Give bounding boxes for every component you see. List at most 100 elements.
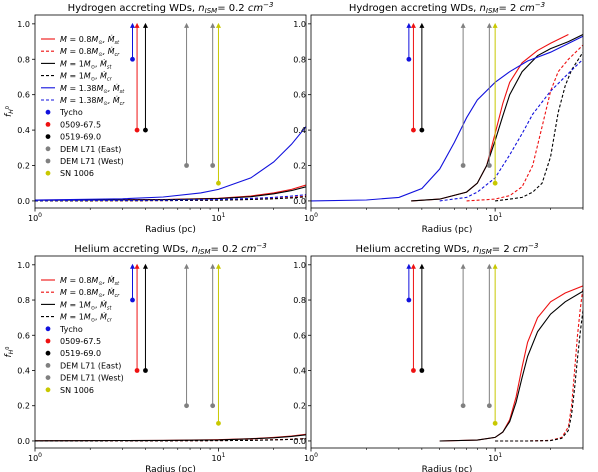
y-tick-label: 1.0 — [293, 20, 306, 29]
legend-label: M = 1.38M⊙, Ṁcr — [60, 95, 125, 107]
y-tick-label: 0.4 — [293, 126, 306, 135]
observation-point — [419, 127, 425, 133]
observation-point — [134, 368, 140, 373]
x-tick-label: 101 — [211, 452, 225, 463]
x-tick-label: 101 — [488, 452, 502, 463]
x-tick-label: 100 — [304, 212, 318, 223]
plot-area — [35, 22, 306, 202]
legend-marker — [45, 109, 51, 115]
x-axis-label: Radius (pc) — [422, 465, 473, 472]
series-line — [439, 58, 583, 202]
y-tick-label: 0.2 — [293, 402, 306, 411]
arrow-head — [134, 263, 140, 269]
arrow-head — [130, 22, 136, 28]
legend-label: Tycho — [59, 108, 83, 117]
y-tick-label: 0.4 — [17, 366, 30, 375]
legend-marker — [45, 350, 51, 356]
observation-point — [216, 180, 221, 186]
plot-area — [406, 263, 583, 442]
plot-frame — [310, 14, 584, 209]
observation-point — [419, 368, 425, 373]
arrow-head — [184, 22, 190, 28]
legend-marker — [45, 134, 51, 140]
arrow-head — [142, 22, 148, 28]
y-tick-label: 0.6 — [17, 331, 30, 340]
chart-title: Helium accreting WDs, nISM= 2 cm−3 — [356, 242, 539, 256]
observation-point — [184, 403, 189, 409]
x-axis-label: Radius (pc) — [145, 225, 196, 235]
series-line — [311, 35, 583, 202]
legend-label: M = 0.8M⊙, Ṁst — [60, 34, 120, 46]
plot-area — [311, 22, 583, 202]
y-tick-label: 0.8 — [293, 296, 306, 305]
observation-point — [130, 297, 135, 303]
y-tick-label: 0.6 — [293, 91, 306, 100]
chart-panel: Helium accreting WDs, nISM= 2 cm−3 0.0 0.2… — [293, 242, 584, 472]
series-line — [35, 434, 306, 442]
y-axis-label: fH0 — [4, 106, 15, 117]
legend-label: 0509-67.5 — [60, 337, 101, 346]
arrow-head — [492, 263, 498, 269]
y-tick-label: 0.2 — [293, 162, 306, 171]
legend-label: M = 1M⊙, Ṁcr — [60, 312, 113, 324]
y-tick-label: 0.8 — [17, 296, 30, 305]
arrow-head — [492, 22, 498, 28]
legend-label: M = 1.38M⊙, Ṁst — [60, 83, 125, 95]
arrow-head — [215, 22, 221, 28]
series-line — [35, 186, 306, 201]
y-tick-label: 1.0 — [17, 261, 30, 270]
series-line — [35, 438, 306, 442]
legend-marker — [45, 122, 51, 127]
y-tick-label: 0.0 — [293, 197, 306, 206]
chart-title: Hydrogen accreting WDs, nISM= 2 cm−3 — [349, 1, 545, 15]
series-line — [35, 194, 306, 202]
x-axis-label: Radius (pc) — [422, 225, 473, 235]
arrow-head — [460, 263, 466, 269]
series-line — [35, 196, 306, 202]
y-tick-label: 0.4 — [293, 366, 306, 375]
observation-point — [406, 297, 412, 303]
arrow-head — [210, 263, 216, 269]
y-tick-label: 0.0 — [17, 197, 30, 206]
y-tick-label: 0.8 — [293, 55, 306, 64]
y-tick-label: 0.0 — [17, 437, 30, 446]
observation-point — [486, 163, 492, 168]
arrow-head — [406, 22, 412, 28]
legend-label: DEM L71 (East) — [60, 145, 121, 154]
arrow-head — [184, 263, 190, 269]
observation-point — [210, 163, 216, 168]
x-tick-label: 100 — [28, 212, 42, 223]
x-tick-label: 100 — [304, 452, 318, 463]
series-line — [411, 34, 583, 202]
legend-marker — [45, 375, 51, 380]
arrow-head — [486, 22, 492, 28]
chart-panel: Hydrogen accreting WDs, nISM= 2 cm−3 0.0 0… — [293, 1, 584, 235]
legend-label: M = 1M⊙, Ṁst — [60, 299, 113, 311]
legend-label: SN 1006 — [60, 386, 94, 395]
y-tick-label: 1.0 — [17, 20, 30, 29]
legend-label: 0519-69.0 — [60, 349, 101, 358]
series-line — [439, 290, 583, 442]
y-axis-label: fH0 — [4, 347, 15, 358]
observation-point — [130, 56, 135, 62]
plot-frame — [34, 14, 307, 209]
plot-frame — [34, 255, 307, 449]
legend-label: DEM L71 (West) — [60, 374, 124, 383]
legend-marker — [45, 158, 51, 164]
observation-point — [492, 180, 498, 186]
chart-panel: Hydrogen accreting WDs, nISM= 0.2 cm−3 0.… — [4, 1, 307, 235]
arrow-head — [410, 263, 416, 269]
y-tick-label: 0.2 — [17, 402, 30, 411]
y-tick-label: 0.6 — [17, 91, 30, 100]
observation-point — [134, 127, 140, 133]
chart-panel: Helium accreting WDs, nISM= 0.2 cm−3 0.0 0… — [4, 242, 307, 472]
y-tick-label: 0.2 — [17, 162, 30, 171]
observation-point — [486, 403, 492, 409]
arrow-head — [419, 22, 425, 28]
arrow-head — [142, 263, 148, 269]
arrow-head — [210, 22, 216, 28]
y-tick-label: 0.0 — [293, 437, 306, 446]
legend-label: M = 0.8M⊙, Ṁcr — [60, 46, 120, 58]
